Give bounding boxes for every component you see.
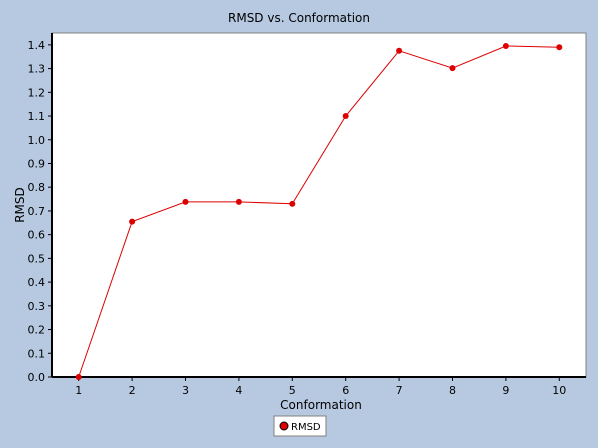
y-tick-label: 0.2 [28, 324, 46, 337]
y-tick-label: 0.0 [28, 371, 46, 384]
data-point [396, 47, 403, 54]
data-point [449, 65, 456, 72]
data-point [235, 198, 242, 205]
x-tick-label: 3 [182, 384, 189, 397]
y-tick-label: 0.1 [28, 347, 46, 360]
x-tick-label: 2 [129, 384, 136, 397]
y-tick-label: 0.5 [28, 252, 46, 265]
y-tick-label: 0.6 [28, 229, 46, 242]
x-tick-label: 4 [235, 384, 242, 397]
data-point [75, 374, 82, 380]
y-tick-label: 1.1 [28, 110, 46, 123]
x-tick-label: 5 [289, 384, 296, 397]
chart-title: RMSD vs. Conformation [228, 11, 370, 25]
y-axis-ticks: 0.0 0.1 0.2 0.3 0.4 0.5 0.6 0.7 0.8 0.9 1.0 1.1 1.2 1… [28, 39, 52, 384]
x-axis-label: Conformation [280, 398, 362, 412]
y-tick-label: 1.0 [28, 134, 46, 147]
y-tick-label: 0.3 [28, 300, 46, 313]
x-tick-label: 10 [552, 384, 566, 397]
x-tick-label: 7 [396, 384, 403, 397]
data-point [289, 200, 296, 207]
plot-area [51, 32, 587, 378]
data-point [129, 218, 136, 225]
y-tick-label: 0.8 [28, 181, 46, 194]
data-point [502, 43, 509, 50]
legend-box [273, 415, 327, 437]
legend-marker-icon [279, 421, 289, 431]
series-group [75, 43, 563, 380]
data-point [556, 44, 563, 51]
y-tick-label: 0.9 [28, 157, 46, 170]
y-tick-label: 1.4 [28, 39, 46, 52]
x-tick-label: 9 [502, 384, 509, 397]
y-tick-label: 1.2 [28, 86, 46, 99]
y-tick-label: 1.3 [28, 63, 46, 76]
legend: RMSD [273, 415, 327, 437]
x-axis-ticks: 1 2 3 4 5 6 7 8 9 10 [75, 377, 566, 397]
x-tick-label: 1 [75, 384, 82, 397]
x-tick-label: 6 [342, 384, 349, 397]
x-tick-label: 8 [449, 384, 456, 397]
data-point [182, 198, 189, 205]
legend-label: RMSD [291, 422, 321, 433]
y-axis-label: RMSD [13, 187, 27, 223]
series-line [78, 45, 560, 378]
data-point [342, 113, 349, 120]
y-tick-label: 0.4 [28, 276, 46, 289]
y-tick-label: 0.7 [28, 205, 46, 218]
